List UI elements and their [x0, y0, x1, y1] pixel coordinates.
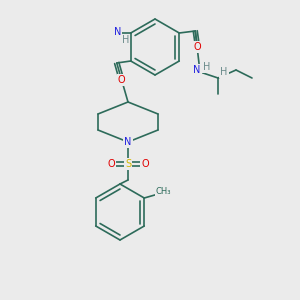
Text: H: H [122, 35, 129, 45]
Text: O: O [141, 159, 149, 169]
Text: N: N [124, 137, 132, 147]
Text: N: N [114, 27, 122, 37]
Text: S: S [125, 159, 131, 169]
Text: CH₃: CH₃ [155, 187, 171, 196]
Text: N: N [193, 65, 201, 75]
Text: H: H [220, 67, 228, 77]
Text: O: O [118, 75, 126, 85]
Text: H: H [203, 62, 211, 72]
Text: O: O [194, 42, 201, 52]
Text: O: O [107, 159, 115, 169]
